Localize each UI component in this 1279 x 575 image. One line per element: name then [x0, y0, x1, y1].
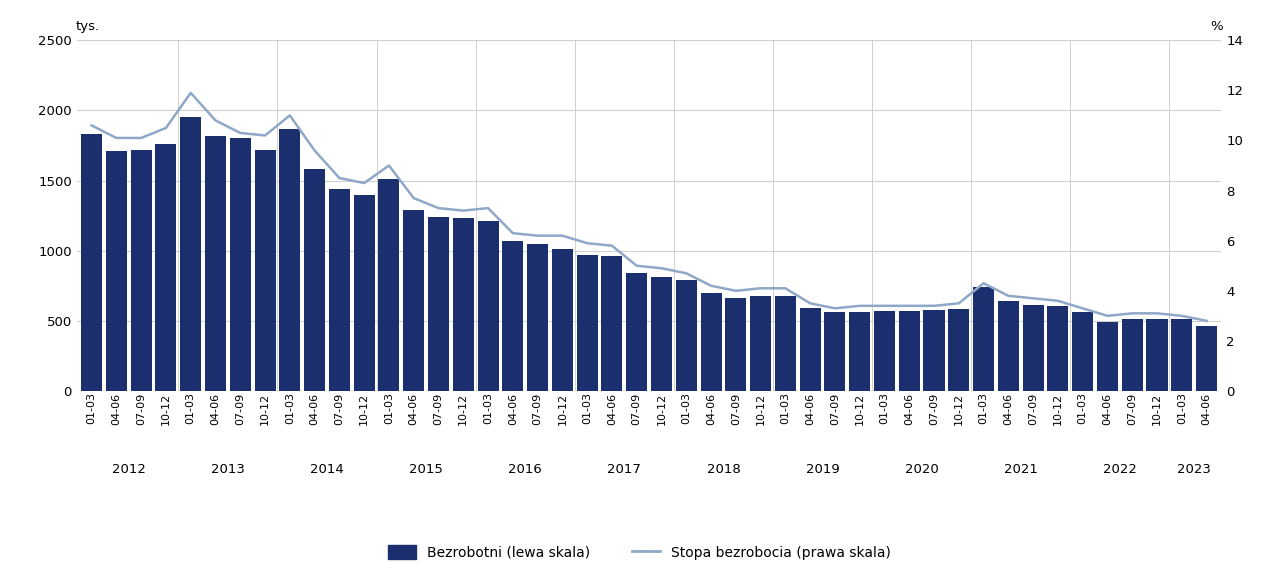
Bar	[998, 301, 1019, 391]
Bar	[180, 117, 201, 391]
Bar	[156, 144, 177, 391]
Text: 2022: 2022	[1102, 463, 1137, 476]
Text: 2023: 2023	[1177, 463, 1211, 476]
Bar	[651, 277, 671, 391]
Text: 2014: 2014	[310, 463, 344, 476]
Bar	[1072, 312, 1094, 391]
Bar	[1048, 306, 1068, 391]
Bar	[775, 296, 796, 391]
Text: 2012: 2012	[111, 463, 146, 476]
Bar	[749, 296, 771, 391]
Text: 2019: 2019	[806, 463, 839, 476]
Bar	[1122, 320, 1142, 391]
Bar	[527, 244, 549, 391]
Bar	[874, 311, 895, 391]
Bar	[627, 273, 647, 391]
Bar	[577, 255, 597, 391]
Bar	[601, 256, 623, 391]
Bar	[230, 139, 251, 391]
Bar	[403, 210, 425, 391]
Bar	[81, 134, 102, 391]
Bar	[899, 311, 920, 391]
Bar	[799, 308, 821, 391]
Bar	[503, 241, 523, 391]
Bar	[1023, 305, 1044, 391]
Text: 2020: 2020	[904, 463, 939, 476]
Text: 2018: 2018	[706, 463, 741, 476]
Bar	[453, 218, 473, 391]
Text: 2013: 2013	[211, 463, 244, 476]
Bar	[205, 136, 226, 391]
Bar	[725, 298, 747, 391]
Bar	[379, 179, 399, 391]
Text: 2016: 2016	[508, 463, 542, 476]
Bar	[1172, 320, 1192, 391]
Bar	[948, 309, 969, 391]
Bar	[825, 312, 845, 391]
Bar	[477, 221, 499, 391]
Bar	[1097, 322, 1118, 391]
Bar	[923, 310, 945, 391]
Legend: Bezrobotni (lewa skala), Stopa bezrobocia (prawa skala): Bezrobotni (lewa skala), Stopa bezroboci…	[382, 539, 897, 565]
Bar	[1196, 327, 1218, 391]
Text: 2015: 2015	[409, 463, 443, 476]
Bar	[353, 194, 375, 391]
Bar	[255, 150, 275, 391]
Bar	[428, 217, 449, 391]
Bar	[701, 293, 721, 391]
Bar	[279, 129, 301, 391]
Bar	[304, 169, 325, 391]
Bar	[973, 287, 994, 391]
Bar	[106, 151, 127, 391]
Bar	[551, 250, 573, 391]
Bar	[130, 150, 152, 391]
Bar	[849, 312, 870, 391]
Bar	[1146, 320, 1168, 391]
Text: %: %	[1210, 20, 1223, 33]
Bar	[329, 189, 350, 391]
Text: 2021: 2021	[1004, 463, 1037, 476]
Text: 2017: 2017	[608, 463, 641, 476]
Text: tys.: tys.	[75, 20, 100, 33]
Bar	[675, 280, 697, 391]
